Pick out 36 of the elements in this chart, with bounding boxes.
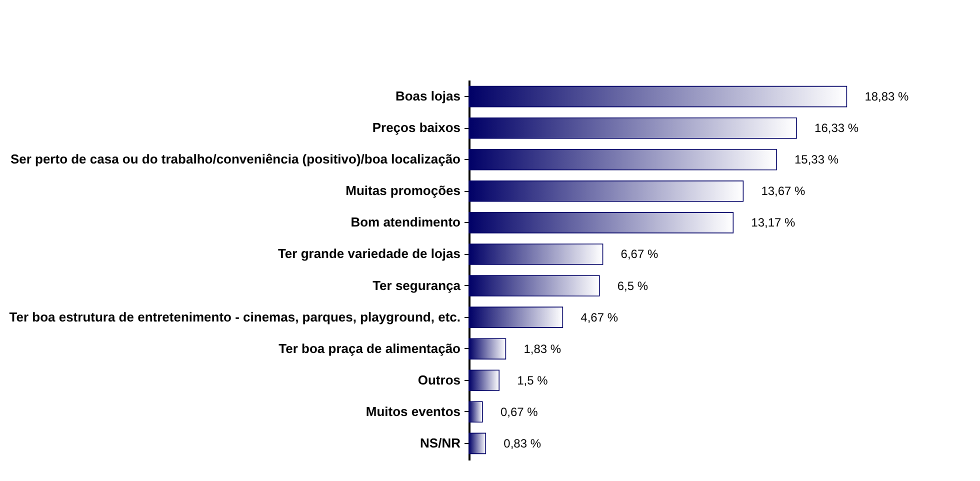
data-label: 1,5 % <box>517 373 548 388</box>
bar <box>468 432 486 454</box>
bar <box>468 117 797 139</box>
y-tick-label: Ter boa estrutura de entretenimento - cinemas, parques, playground, etc. <box>9 309 460 324</box>
bar <box>468 370 500 392</box>
y-tick-label: Ser perto de casa ou do trabalho/conveniência (positivo)/boa localização <box>10 152 461 167</box>
y-tick-label: Ter grande variedade de lojas <box>278 246 460 262</box>
y-tick-label: NS/NR <box>420 435 462 450</box>
data-label: 0,67 % <box>500 404 538 419</box>
bar <box>468 306 564 328</box>
y-tick-label: Boas lojas <box>395 88 460 104</box>
y-tick-label: Muitas promoções <box>346 183 460 198</box>
bar <box>468 86 848 108</box>
bar <box>468 338 506 360</box>
data-label: 13,67 % <box>761 184 806 198</box>
bar <box>468 148 777 170</box>
data-label: 15,33 % <box>794 152 839 167</box>
data-label: 4,67 % <box>580 310 618 324</box>
bar <box>468 275 600 296</box>
y-tick-label: Ter segurança <box>372 278 462 293</box>
y-tick-label: Bom atendimento <box>350 214 461 230</box>
data-label: 16,33 % <box>814 121 859 136</box>
bar <box>468 244 604 265</box>
bar <box>468 401 483 423</box>
data-label: 0,83 % <box>504 436 542 450</box>
y-tick-label: Ter boa praça de alimentação <box>278 340 461 356</box>
y-tick-label: Muitos eventos <box>366 404 460 419</box>
y-tick-label: Outros <box>418 372 460 388</box>
data-label: 13,17 % <box>751 216 796 230</box>
data-label: 6,5 % <box>617 278 648 293</box>
data-label: 6,67 % <box>620 247 658 262</box>
bar <box>468 180 744 202</box>
bar <box>468 212 734 234</box>
data-label: 18,83 % <box>864 90 910 104</box>
data-label: 1,83 % <box>524 342 562 356</box>
y-tick-label: Preços baixos <box>372 120 460 136</box>
